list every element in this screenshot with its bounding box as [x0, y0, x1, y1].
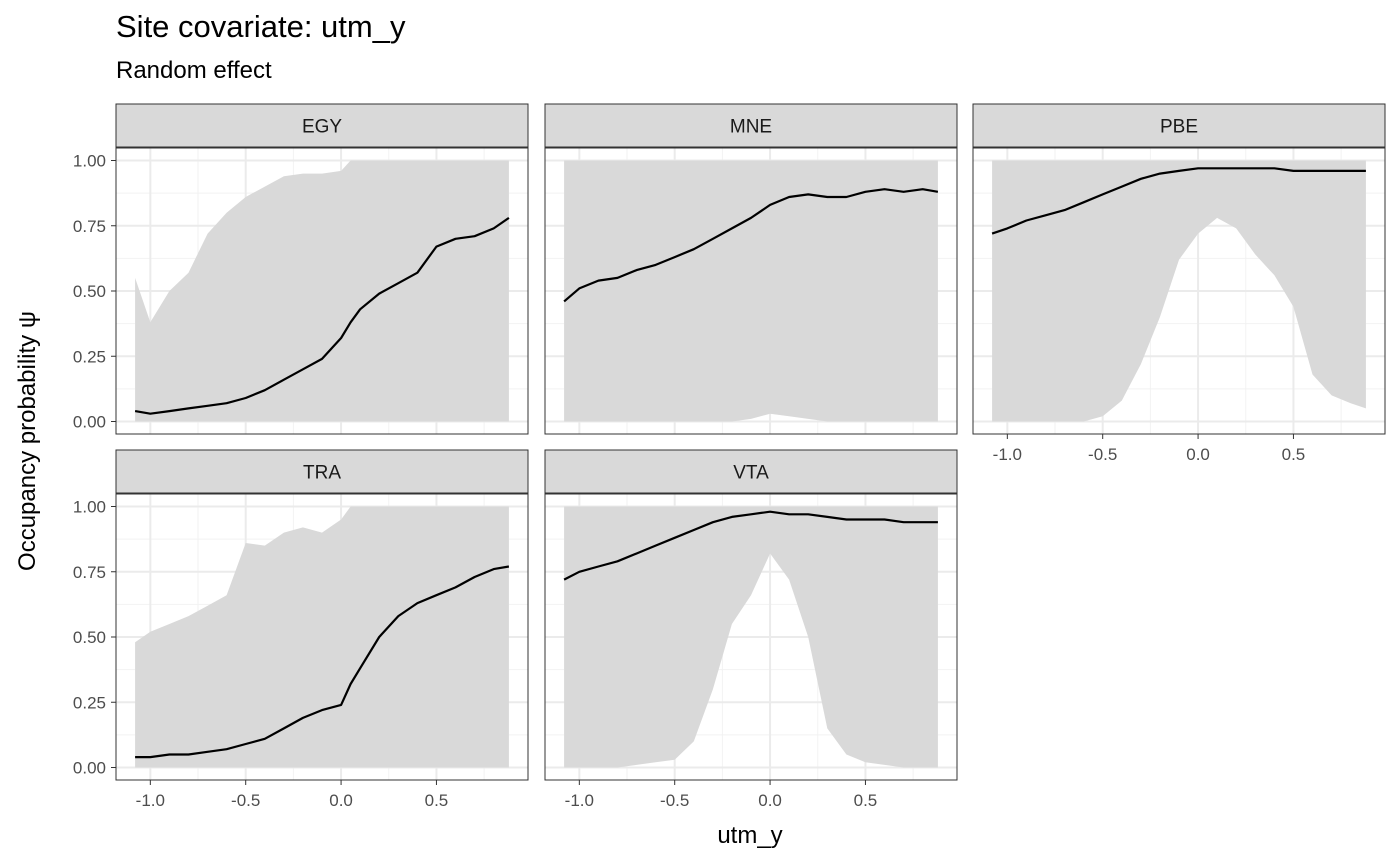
y-tick-label: 0.50 — [73, 628, 106, 647]
x-tick-label: -1.0 — [993, 445, 1022, 464]
x-tick-label: -1.0 — [136, 791, 165, 810]
panel-vta: VTA -1.0 -0.5 0.0 0.5 — [544, 449, 958, 810]
x-tick-label: 0.0 — [329, 791, 353, 810]
strip-label: TRA — [303, 463, 341, 484]
credible-interval-band — [992, 160, 1366, 422]
strip-vta — [544, 449, 958, 494]
x-tick-label: -0.5 — [231, 791, 260, 810]
panel-pbe: PBE -1.0 -0.5 0.0 0.5 — [972, 103, 1386, 464]
mean-line — [563, 188, 939, 303]
strip-tra — [115, 449, 529, 494]
credible-interval-band — [135, 160, 509, 422]
y-tick-label: 0.50 — [73, 282, 106, 301]
x-tick-label: -1.0 — [565, 791, 594, 810]
y-tick-label: 0.00 — [73, 413, 106, 432]
strip-pbe — [972, 103, 1386, 148]
y-tick-label: 0.75 — [73, 217, 106, 236]
x-tick-label: 0.5 — [1282, 445, 1306, 464]
y-tick-label: 0.00 — [73, 759, 106, 778]
y-tick-label: 0.25 — [73, 693, 106, 712]
strip-mne — [544, 103, 958, 148]
credible-interval-band — [135, 506, 509, 768]
mean-line — [991, 167, 1366, 235]
y-tick-label: 0.75 — [73, 563, 106, 582]
credible-interval-band — [564, 506, 938, 768]
x-tick-label: 0.0 — [758, 791, 782, 810]
panel-border — [544, 493, 958, 781]
x-axis-title: utm_y — [717, 822, 782, 849]
panel-border — [972, 147, 1386, 435]
strip-label: EGY — [302, 117, 342, 138]
x-tick-label: -0.5 — [1088, 445, 1117, 464]
y-tick-label: 0.25 — [73, 347, 106, 366]
chart-subtitle: Random effect — [116, 57, 272, 84]
strip-label: MNE — [730, 117, 772, 138]
x-tick-label: 0.5 — [854, 791, 878, 810]
panel-border — [544, 147, 958, 435]
panel-tra: TRA 0.00 0.25 0.50 0.75 1.00 -1.0 -0.5 0.0 0.5 — [73, 449, 529, 810]
x-tick-label: 0.0 — [1186, 445, 1210, 464]
y-axis-title: Occupancy probability ψ — [14, 311, 41, 571]
x-tick-label: 0.5 — [425, 791, 449, 810]
panel-mne: MNE — [544, 103, 958, 435]
strip-egy — [115, 103, 529, 148]
mean-line — [135, 565, 510, 759]
mean-line — [134, 216, 510, 415]
strip-label: VTA — [733, 463, 769, 484]
mean-line — [563, 510, 938, 581]
strip-label: PBE — [1160, 117, 1198, 138]
panel-egy: EGY 0.00 0.25 0.50 0.75 1.00 — [73, 103, 529, 435]
y-tick-label: 1.00 — [73, 498, 106, 517]
credible-interval-band — [564, 160, 938, 422]
x-tick-label: -0.5 — [660, 791, 689, 810]
chart-title: Site covariate: utm_y — [116, 9, 406, 44]
y-tick-label: 1.00 — [73, 152, 106, 171]
